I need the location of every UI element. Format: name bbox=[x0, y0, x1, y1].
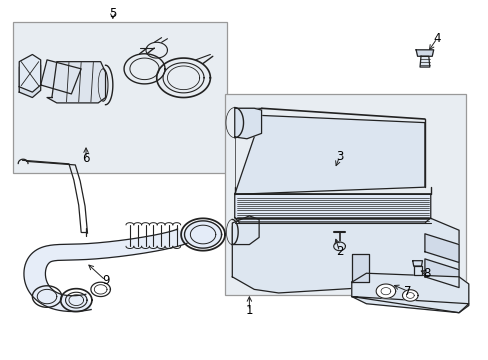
Text: 5: 5 bbox=[109, 7, 116, 20]
Polygon shape bbox=[351, 273, 468, 313]
Polygon shape bbox=[24, 229, 195, 311]
Polygon shape bbox=[234, 116, 424, 194]
Polygon shape bbox=[412, 261, 422, 266]
Polygon shape bbox=[19, 54, 41, 92]
Polygon shape bbox=[351, 297, 468, 313]
Text: 1: 1 bbox=[245, 305, 253, 318]
Polygon shape bbox=[413, 266, 421, 275]
Polygon shape bbox=[47, 62, 105, 103]
Text: 9: 9 bbox=[102, 274, 109, 287]
Polygon shape bbox=[234, 108, 261, 139]
Polygon shape bbox=[333, 242, 345, 251]
Polygon shape bbox=[41, 60, 81, 94]
Polygon shape bbox=[415, 50, 433, 56]
Polygon shape bbox=[424, 259, 458, 288]
Polygon shape bbox=[424, 234, 458, 262]
Polygon shape bbox=[375, 284, 395, 298]
Text: 6: 6 bbox=[82, 152, 90, 165]
Polygon shape bbox=[184, 221, 221, 248]
Polygon shape bbox=[19, 60, 41, 98]
Text: 8: 8 bbox=[423, 267, 430, 280]
Bar bbox=[13, 22, 227, 173]
Polygon shape bbox=[419, 56, 429, 67]
Text: 7: 7 bbox=[403, 285, 411, 298]
Polygon shape bbox=[232, 216, 458, 293]
Polygon shape bbox=[351, 253, 368, 282]
Polygon shape bbox=[232, 216, 259, 244]
Polygon shape bbox=[234, 194, 430, 223]
Polygon shape bbox=[402, 290, 417, 301]
Text: 3: 3 bbox=[335, 150, 343, 163]
Text: 2: 2 bbox=[335, 245, 343, 258]
Text: 4: 4 bbox=[432, 32, 440, 45]
Bar bbox=[224, 94, 466, 295]
